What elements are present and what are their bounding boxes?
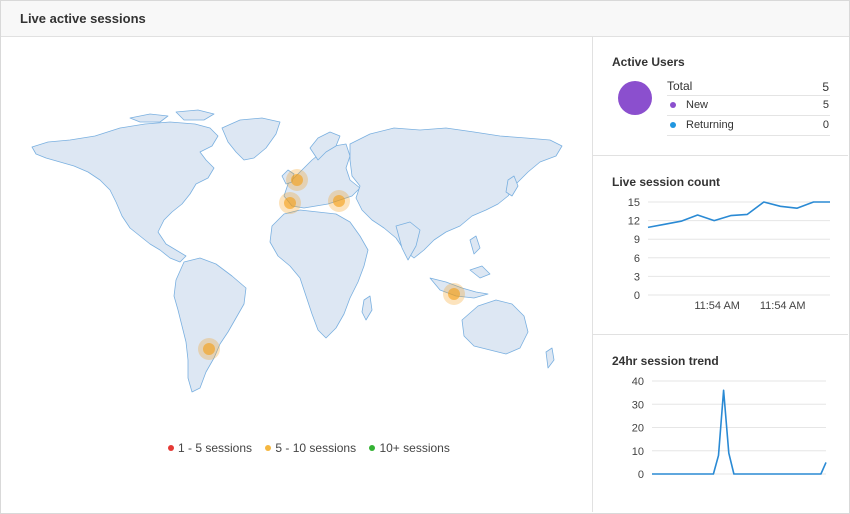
new-dot-icon	[670, 102, 676, 108]
returning-label: Returning	[686, 119, 734, 131]
map-africa	[269, 209, 369, 339]
map-europe	[283, 143, 361, 209]
map-japan	[505, 175, 519, 197]
total-value: 5	[822, 80, 829, 94]
map-south-america	[173, 257, 247, 393]
legend-dot-icon	[265, 444, 272, 451]
legend-dot-icon	[168, 444, 174, 451]
map-madagascar	[361, 295, 373, 321]
session-marker	[448, 288, 460, 300]
legend-label: 5 - 10 sessions	[275, 441, 357, 455]
section-divider	[593, 155, 848, 156]
map-legend: 1 - 5 sessions 5 - 10 sessions 10+ sessi…	[168, 441, 460, 455]
map-asia	[349, 127, 563, 259]
map-india	[395, 221, 421, 261]
session-markers	[198, 169, 465, 360]
new-label: New	[686, 99, 709, 111]
map-north-america	[31, 121, 219, 263]
map-philippines	[469, 235, 481, 255]
live-count-title: Live session count	[612, 175, 721, 189]
legend-item-5-10[interactable]: 5 - 10 sessions	[265, 441, 356, 455]
panel-header: Live active sessions	[1, 1, 849, 37]
returning-value: 0	[822, 119, 829, 131]
row-divider	[667, 135, 830, 136]
map-arctic-islands	[129, 109, 215, 123]
active-users-pie	[618, 81, 652, 115]
vertical-divider	[592, 36, 593, 512]
session-marker	[284, 197, 296, 209]
legend-label: 1 - 5 sessions	[178, 441, 253, 455]
new-value: 5	[822, 99, 829, 111]
world-map[interactable]	[0, 36, 592, 512]
returning-dot-icon	[670, 122, 676, 128]
row-divider	[667, 95, 830, 96]
panel-title: Live active sessions	[20, 11, 146, 26]
map-new-zealand	[545, 347, 555, 369]
map-scandinavia	[309, 131, 341, 161]
legend-item-1-5[interactable]: 1 - 5 sessions	[168, 441, 252, 455]
legend-label: 10+ sessions	[379, 441, 450, 455]
row-divider	[667, 115, 830, 116]
total-label: Total	[667, 79, 693, 93]
legend-item-10-plus[interactable]: 10+ sessions	[369, 441, 450, 455]
section-divider	[593, 334, 848, 335]
session-marker	[203, 343, 215, 355]
active-users-title: Active Users	[612, 55, 685, 69]
trend-title: 24hr session trend	[612, 354, 719, 368]
world-map-area	[0, 36, 592, 512]
map-australia	[461, 299, 529, 355]
map-greenland	[221, 117, 281, 161]
legend-dot-icon	[369, 444, 376, 451]
map-indonesia	[429, 265, 491, 299]
session-marker	[291, 174, 303, 186]
session-marker	[333, 195, 345, 207]
